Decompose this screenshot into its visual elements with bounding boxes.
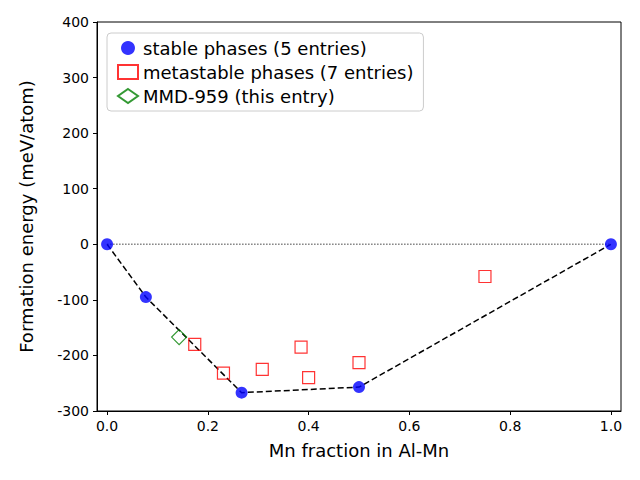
svg-text:MMD-959 (this entry): MMD-959 (this entry) [143,86,335,107]
svg-text:Formation energy (meV/atom): Formation energy (meV/atom) [16,80,37,353]
svg-text:300: 300 [62,70,89,86]
svg-text:400: 400 [62,14,89,30]
svg-text:0.8: 0.8 [499,418,521,434]
svg-text:stable phases (5 entries): stable phases (5 entries) [143,38,367,59]
svg-text:-300: -300 [57,403,89,419]
svg-text:0.2: 0.2 [197,418,219,434]
svg-text:-200: -200 [57,347,89,363]
svg-text:-100: -100 [57,292,89,308]
svg-text:metastable phases (7 entries): metastable phases (7 entries) [143,62,413,83]
svg-text:200: 200 [62,125,89,141]
svg-text:0: 0 [80,236,89,252]
svg-text:100: 100 [62,181,89,197]
svg-text:Mn fraction in Al-Mn: Mn fraction in Al-Mn [269,440,449,461]
svg-text:1.0: 1.0 [600,418,622,434]
svg-text:0.4: 0.4 [297,418,319,434]
svg-text:0.6: 0.6 [398,418,420,434]
svg-text:0.0: 0.0 [96,418,118,434]
